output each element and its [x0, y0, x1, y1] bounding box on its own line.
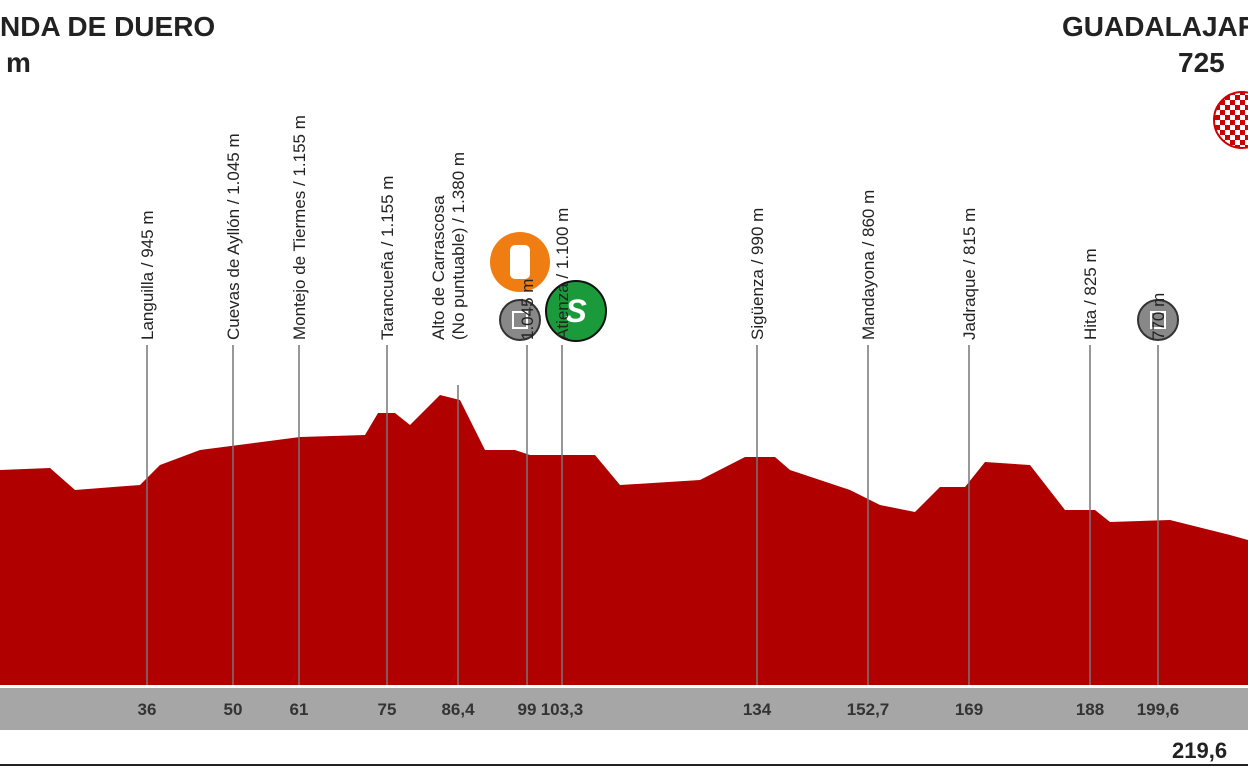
finish-flag	[1213, 91, 1248, 149]
point-label: Sigüenza / 990 m	[748, 208, 767, 340]
km-label: 61	[290, 700, 309, 719]
km-label: 86,4	[441, 700, 475, 719]
waste-icon	[1137, 299, 1179, 341]
km-label: 50	[224, 700, 243, 719]
km-label: 103,3	[541, 700, 584, 719]
point-label: Mandayona / 860 m	[859, 190, 878, 340]
points: Languilla / 945 m 36 Cuevas de Ayllón / 1.…	[138, 115, 1180, 719]
point-label: 1.045 m	[518, 279, 537, 340]
point-label: Atienza / 1.100 m	[553, 208, 572, 340]
point-label: Hita / 825 m	[1081, 248, 1100, 340]
distance-band	[0, 688, 1248, 730]
start-altitude: m	[6, 47, 31, 78]
finish-altitude: 725	[1178, 47, 1225, 78]
km-label: 36	[138, 700, 157, 719]
km-label: 75	[378, 700, 397, 719]
svg-text:S: S	[565, 293, 587, 329]
km-label: 99	[518, 700, 537, 719]
point-label: Languilla / 945 m	[138, 211, 157, 340]
km-label: 188	[1076, 700, 1104, 719]
waste-icon	[499, 299, 541, 341]
sprint-icon: S	[545, 280, 607, 342]
point-label: Alto de Carrascosa	[429, 195, 448, 340]
km-label: 134	[743, 700, 772, 719]
feed-icon	[490, 232, 550, 292]
point-label: Jadraque / 815 m	[960, 208, 979, 340]
total-distance: 219,6	[1172, 738, 1227, 763]
point-label: 770 m	[1149, 293, 1168, 340]
point-label: (No puntuable) / 1.380 m	[449, 152, 468, 340]
point-label: Montejo de Tiermes / 1.155 m	[290, 115, 309, 340]
point-label: Cuevas de Ayllón / 1.045 m	[224, 133, 243, 340]
km-label: 152,7	[847, 700, 890, 719]
km-label: 199,6	[1137, 700, 1180, 719]
elevation-profile	[0, 395, 1248, 685]
km-label: 169	[955, 700, 983, 719]
point-label: Tarancueña / 1.155 m	[378, 176, 397, 340]
finish-name: GUADALAJAR	[1062, 11, 1248, 42]
start-name: NDA DE DUERO	[0, 11, 215, 42]
